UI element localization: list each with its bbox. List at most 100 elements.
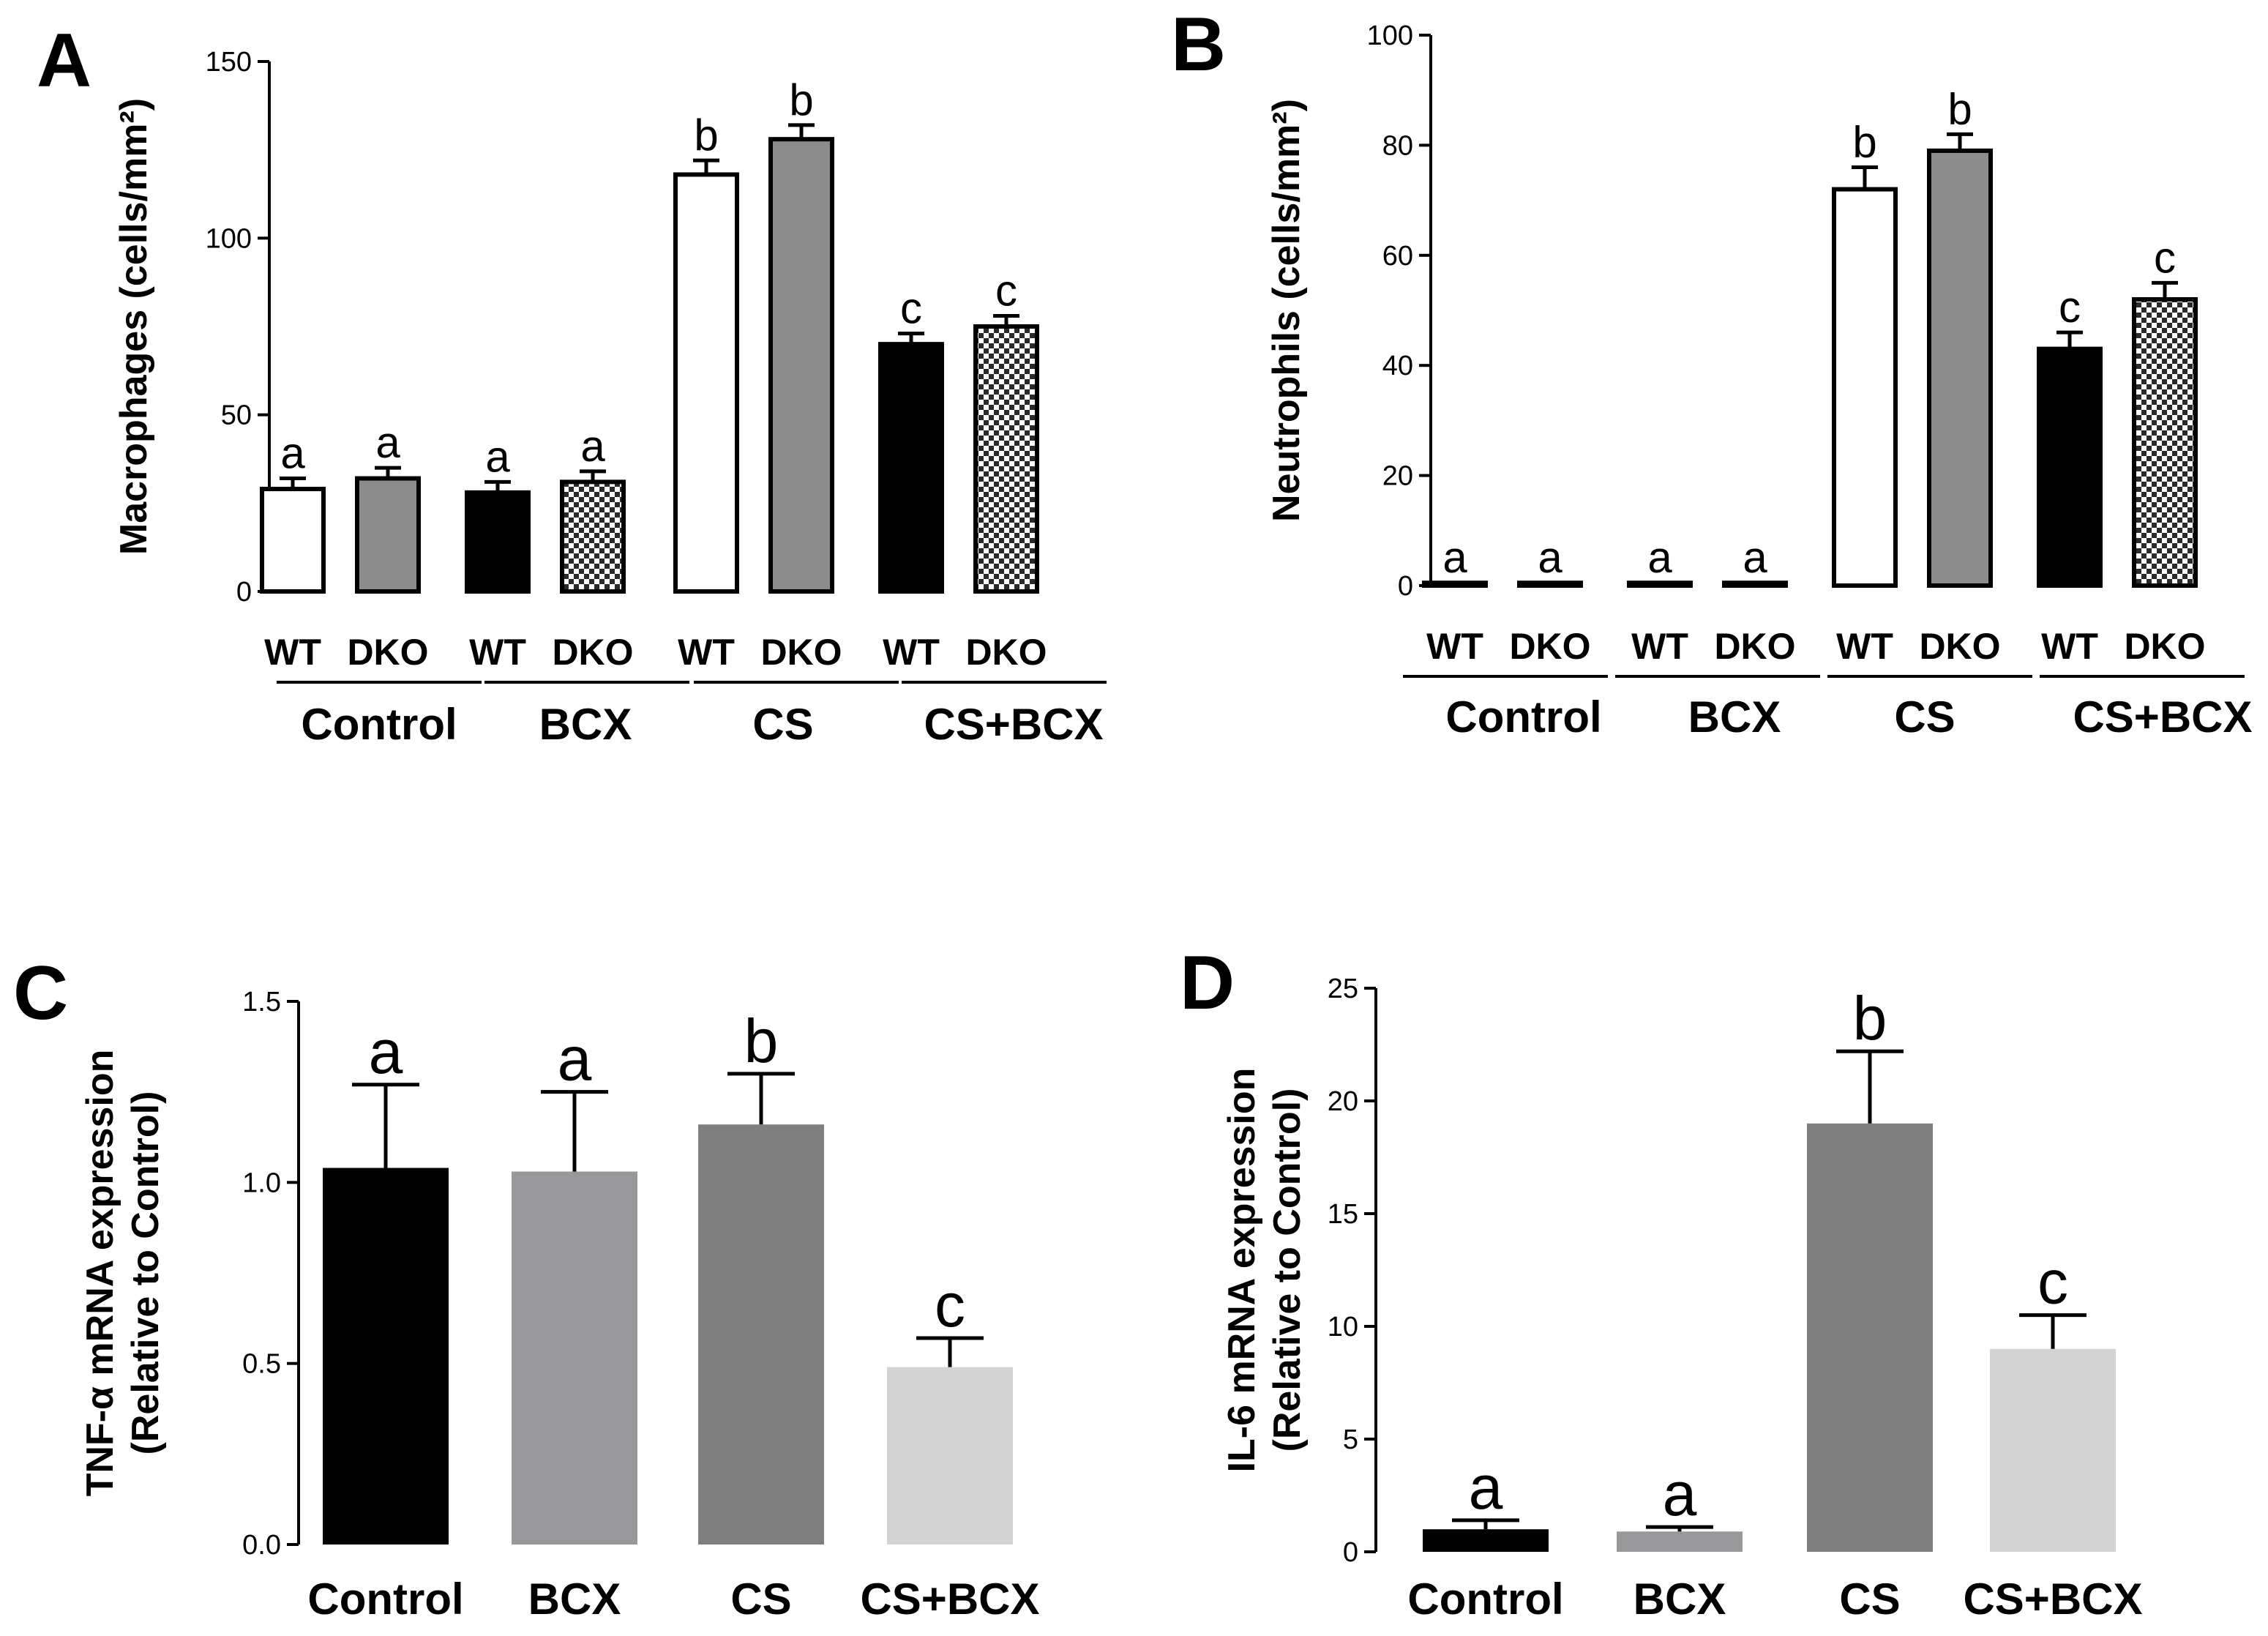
panel-b-sig-letter: a — [1743, 533, 1767, 582]
panel-c-category-label: CS — [730, 1575, 791, 1624]
panel-d-category-label: Control — [1407, 1575, 1563, 1624]
panel-b-sig-letter: c — [2059, 283, 2081, 332]
panel-a-group-label: CS — [752, 700, 813, 749]
panel-b-group-label: CS+BCX — [2073, 692, 2252, 742]
panel-d-y-tick-label: 25 — [1328, 974, 1358, 1004]
panel-b-genotype-label: DKO — [1509, 626, 1590, 667]
panel-a-genotype-label: WT — [264, 632, 321, 673]
panel-d-letter: D — [1180, 941, 1235, 1026]
panel-a-sig-letter: b — [789, 75, 813, 124]
panel-a-group-label: BCX — [539, 700, 632, 749]
panel-a-genotype-label: WT — [883, 632, 940, 673]
panel-b-bar — [2037, 346, 2103, 588]
panel-b-bar — [2132, 296, 2198, 588]
panel-a-y-tick-label: 50 — [221, 400, 252, 431]
panel-b-y-tick-label: 0 — [1398, 571, 1413, 602]
panel-b-genotype-label: WT — [2041, 626, 2098, 667]
panel-a-genotype-label: DKO — [552, 632, 633, 673]
panel-b-bar — [1722, 580, 1788, 588]
panel-b-genotype-label: DKO — [1919, 626, 2000, 667]
panel-b-sig-letter: b — [1947, 84, 1972, 133]
panel-d-bar — [1423, 1529, 1549, 1552]
panel-a-y-tick-label: 100 — [206, 223, 252, 254]
panel-a-sig-letter: c — [995, 266, 1017, 315]
panel-c-y-tick-label: 1.5 — [242, 987, 281, 1017]
panel-a-sig-letter: b — [694, 111, 718, 160]
panel-a-sig-letter: a — [375, 418, 400, 467]
panel-b-bar — [1927, 148, 1993, 589]
panel-a-bar — [673, 172, 739, 594]
panel-a-group-label: CS+BCX — [924, 700, 1103, 749]
panel-b-sig-letter: a — [1647, 533, 1672, 582]
panel-d-y-tick-label: 0 — [1343, 1537, 1358, 1568]
panel-a-y-tick-label: 0 — [236, 577, 252, 608]
panel-d-ylabel: (Relative to Control) — [1266, 1088, 1309, 1452]
panel-c-y-tick-label: 0.5 — [242, 1349, 281, 1380]
panel-c-y-tick-label: 0.0 — [242, 1530, 281, 1561]
panel-a-sig-letter: a — [580, 422, 605, 471]
panel-c-category-label: BCX — [528, 1575, 621, 1624]
panel-b-letter: B — [1171, 2, 1226, 87]
panel-a-bar — [465, 490, 531, 594]
panel-a-genotype-label: WT — [678, 632, 735, 673]
panel-d-y-tick-label: 15 — [1328, 1199, 1358, 1230]
panel-b-sig-letter: a — [1442, 533, 1467, 582]
panel-b-y-tick-label: 100 — [1367, 20, 1413, 51]
panel-a-genotype-label: DKO — [347, 632, 428, 673]
panel-d-sig-letter: a — [1469, 1453, 1503, 1522]
panel-a-letter: A — [37, 18, 91, 103]
panel-d-y-tick-label: 20 — [1328, 1086, 1358, 1117]
panel-b-genotype-label: WT — [1426, 626, 1483, 667]
panel-d-bar — [1617, 1531, 1743, 1552]
panel-c-sig-letter: a — [558, 1025, 592, 1094]
panel-c-ylabel: TNF-α mRNA expression — [79, 1050, 121, 1497]
panel-b-bar — [1832, 187, 1898, 588]
panel-b-sig-letter: b — [1852, 117, 1876, 166]
panel-b-sig-letter: c — [2154, 233, 2176, 282]
panel-d-category-label: CS+BCX — [1963, 1575, 2142, 1624]
panel-b-genotype-label: DKO — [1714, 626, 1795, 667]
panel-c-sig-letter: a — [369, 1017, 403, 1086]
panel-d-sig-letter: c — [2037, 1248, 2068, 1317]
panel-b-bar — [1517, 580, 1583, 588]
panel-c-bar — [887, 1367, 1013, 1545]
panel-a-bar — [560, 479, 626, 594]
panel-a-bar — [973, 324, 1039, 594]
panel-a-y-tick-label: 150 — [206, 47, 252, 78]
panel-b-y-tick-label: 80 — [1382, 130, 1413, 161]
panel-a-bar — [260, 487, 326, 594]
panel-b-genotype-label: WT — [1631, 626, 1688, 667]
panel-d-bar — [1807, 1123, 1933, 1552]
panel-a-genotype-label: DKO — [760, 632, 842, 673]
panel-b-y-tick-label: 60 — [1382, 241, 1413, 272]
panel-a-sig-letter: c — [900, 284, 922, 333]
panel-d-y-tick-label: 5 — [1343, 1424, 1358, 1455]
panel-a-genotype-label: WT — [469, 632, 526, 673]
panel-d-category-label: CS — [1839, 1575, 1900, 1624]
panel-a-ylabel: Macrophages (cells/mm²) — [113, 98, 155, 555]
panel-b-y-tick-label: 40 — [1382, 351, 1413, 381]
panel-a-group-label: Control — [301, 700, 457, 749]
panel-d-y-tick-label: 10 — [1328, 1312, 1358, 1342]
panel-a-genotype-label: DKO — [965, 632, 1047, 673]
panel-a-bar — [768, 137, 834, 594]
panel-c-category-label: Control — [307, 1575, 463, 1624]
panel-c-bar — [698, 1124, 824, 1545]
panel-d-category-label: BCX — [1633, 1575, 1726, 1624]
panel-b-sig-letter: a — [1538, 533, 1562, 582]
panel-b-y-tick-label: 20 — [1382, 461, 1413, 492]
panel-b-group-label: CS — [1894, 692, 1955, 742]
panel-a-bar — [878, 342, 944, 594]
panel-a-bar — [355, 476, 421, 594]
panel-c-ylabel: (Relative to Control) — [124, 1091, 167, 1455]
panel-c-sig-letter: c — [935, 1271, 965, 1340]
panel-c-category-label: CS+BCX — [860, 1575, 1039, 1624]
panel-c-bar — [512, 1171, 637, 1545]
panel-b-ylabel: Neutrophils (cells/mm²) — [1265, 99, 1308, 522]
panel-c-bar — [323, 1168, 449, 1545]
panel-d-sig-letter: b — [1853, 984, 1887, 1053]
panel-b-group-label: BCX — [1688, 692, 1781, 742]
panel-b-bar — [1627, 580, 1693, 588]
panel-c-letter: C — [13, 951, 68, 1036]
